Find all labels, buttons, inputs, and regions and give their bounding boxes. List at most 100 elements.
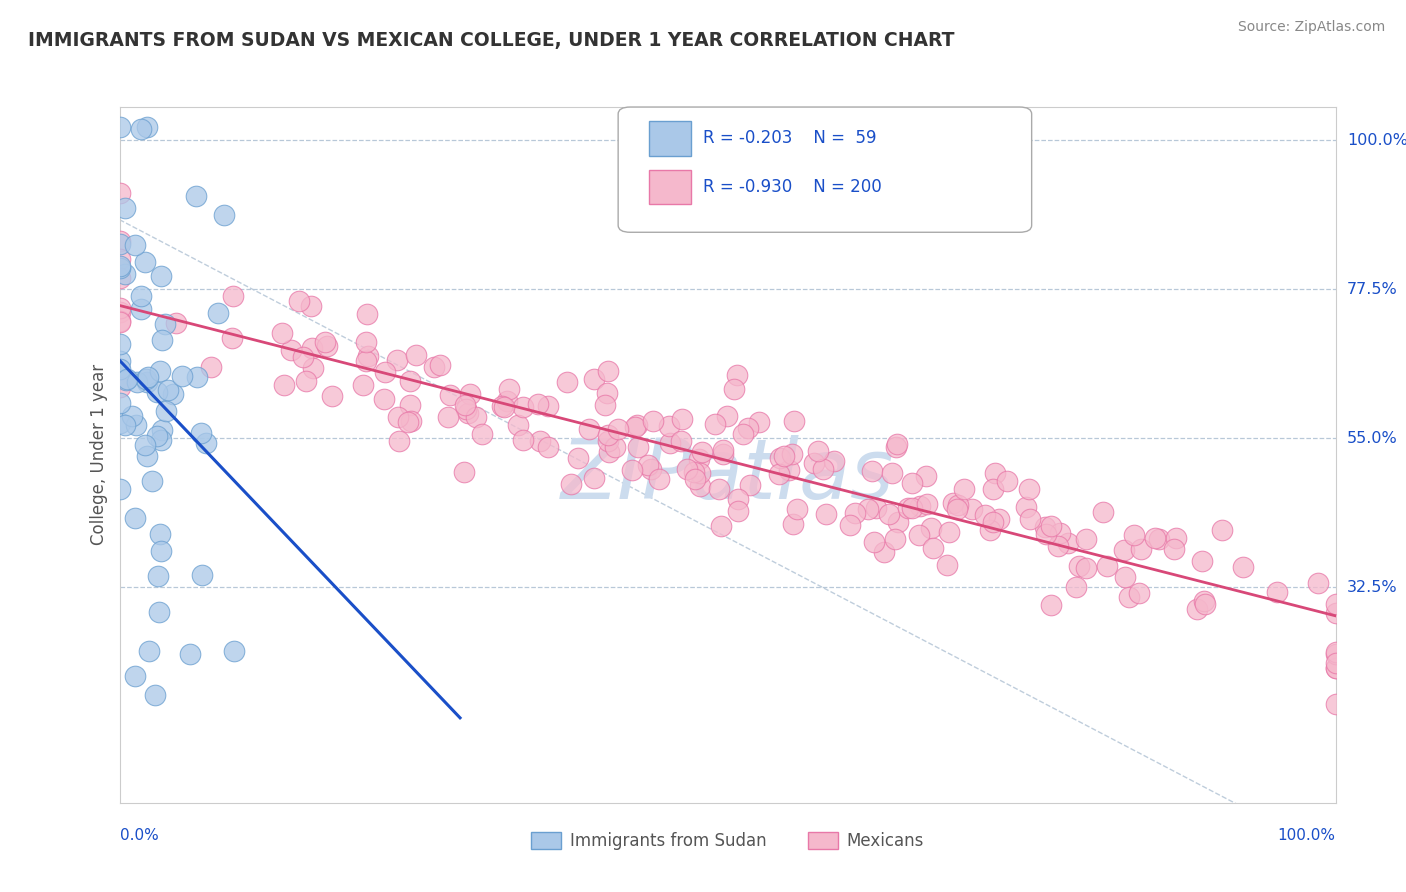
Point xyxy=(149,544,172,558)
Point xyxy=(136,370,159,384)
Point xyxy=(593,398,616,412)
Point xyxy=(121,409,143,423)
Point xyxy=(974,508,997,523)
Point xyxy=(814,507,837,521)
Point xyxy=(108,361,131,376)
Point xyxy=(273,378,295,392)
Point xyxy=(295,374,318,388)
Point xyxy=(582,471,605,485)
Point xyxy=(108,416,131,430)
Point xyxy=(1019,511,1042,525)
Point xyxy=(108,260,131,275)
Point xyxy=(778,462,800,476)
Point xyxy=(908,528,931,542)
Point xyxy=(1064,581,1087,595)
Point xyxy=(135,449,157,463)
Point xyxy=(471,427,494,442)
Point xyxy=(124,511,146,525)
Text: 100.0%: 100.0% xyxy=(1278,828,1336,843)
Point xyxy=(1095,559,1118,574)
Point xyxy=(1324,647,1347,661)
Point xyxy=(723,382,745,396)
Point xyxy=(537,399,560,413)
Point xyxy=(302,360,325,375)
Point xyxy=(877,507,900,521)
Point xyxy=(492,400,515,414)
Point xyxy=(946,498,969,512)
Point xyxy=(1163,541,1185,556)
Point xyxy=(315,338,337,352)
Point xyxy=(860,464,883,478)
Legend: Immigrants from Sudan, Mexicans: Immigrants from Sudan, Mexicans xyxy=(524,826,931,857)
Point xyxy=(1049,526,1071,541)
Point xyxy=(186,369,208,384)
Point xyxy=(900,501,922,516)
Point xyxy=(640,462,662,476)
Point xyxy=(883,533,905,547)
Point xyxy=(942,496,965,510)
Point xyxy=(783,414,806,428)
Point xyxy=(280,343,302,358)
Point xyxy=(108,237,131,252)
Point xyxy=(676,462,699,476)
Point xyxy=(689,479,711,493)
Point xyxy=(184,189,207,203)
Point xyxy=(1324,656,1347,670)
Point xyxy=(114,418,136,433)
Point xyxy=(148,364,170,378)
Point xyxy=(401,414,423,428)
Point xyxy=(920,521,942,535)
Point xyxy=(688,452,710,467)
Point xyxy=(908,499,931,513)
Point xyxy=(1265,585,1288,599)
Point xyxy=(567,450,589,465)
Point xyxy=(1324,597,1347,611)
Point xyxy=(352,378,374,392)
Point xyxy=(512,433,534,447)
Point xyxy=(1129,542,1152,557)
Point xyxy=(150,333,173,347)
Point xyxy=(457,406,479,420)
Text: R = -0.203    N =  59: R = -0.203 N = 59 xyxy=(703,129,877,147)
Point xyxy=(170,368,193,383)
Point xyxy=(1211,523,1233,537)
Point xyxy=(108,260,131,274)
Point xyxy=(108,396,131,410)
Point xyxy=(1306,576,1329,591)
Point xyxy=(1123,528,1146,542)
Point xyxy=(108,315,131,329)
Point xyxy=(1232,559,1254,574)
Point xyxy=(108,305,131,319)
Point xyxy=(143,688,166,702)
Point xyxy=(685,473,707,487)
Point xyxy=(114,374,136,388)
Point xyxy=(738,478,761,492)
Point xyxy=(212,208,235,222)
Point xyxy=(146,429,169,443)
Point xyxy=(454,401,477,416)
Point xyxy=(727,504,749,518)
Point xyxy=(768,467,790,482)
Point xyxy=(301,342,323,356)
Point xyxy=(578,422,600,436)
Text: Source: ZipAtlas.com: Source: ZipAtlas.com xyxy=(1237,20,1385,34)
Point xyxy=(620,463,643,477)
Point xyxy=(162,387,184,401)
Point xyxy=(984,467,1007,481)
Point xyxy=(207,306,229,320)
Point xyxy=(1033,520,1056,534)
Point xyxy=(803,457,825,471)
Point xyxy=(1324,697,1347,711)
FancyBboxPatch shape xyxy=(619,107,1032,232)
Point xyxy=(1076,532,1098,546)
FancyBboxPatch shape xyxy=(648,121,692,156)
Point xyxy=(1112,542,1135,557)
Point xyxy=(385,352,408,367)
Point xyxy=(952,483,974,497)
Point xyxy=(146,569,169,583)
Point xyxy=(405,348,427,362)
Point xyxy=(823,453,845,467)
Text: 77.5%: 77.5% xyxy=(1347,282,1398,297)
Point xyxy=(813,462,835,476)
Point xyxy=(938,524,960,539)
